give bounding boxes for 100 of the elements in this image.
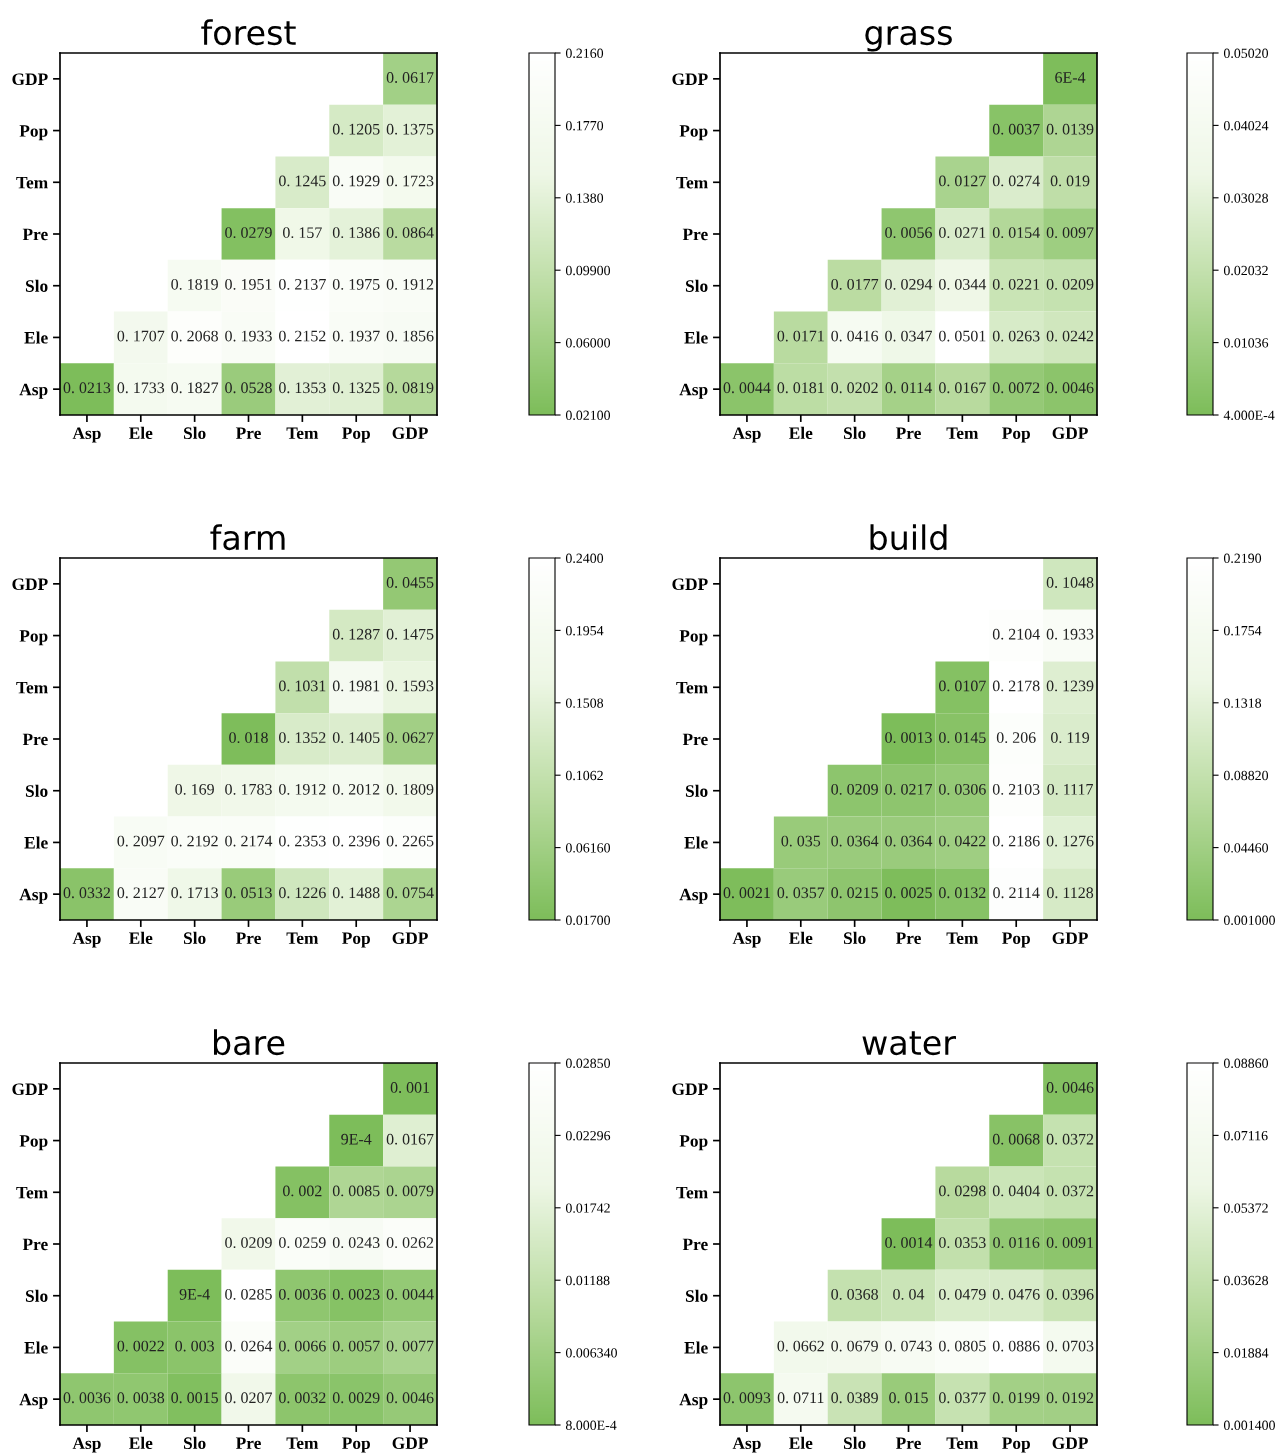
y-tick-label: Tem [676, 1186, 708, 1199]
data-label: 0. 0377 [939, 1392, 986, 1404]
x-tick-label: Pre [235, 1437, 261, 1450]
data-label: 0. 0014 [885, 1237, 933, 1249]
data-label: 0. 119 [1051, 732, 1090, 744]
data-label: 0. 206 [996, 732, 1036, 744]
data-label: 0. 0513 [225, 887, 272, 899]
color-bar-label: 0.08820 [1223, 770, 1269, 781]
data-label: 0. 0617 [386, 72, 434, 83]
data-label: 0. 1933 [1046, 628, 1094, 640]
y-tick-label: Pop [19, 630, 48, 646]
x-tick-label: Pop [342, 932, 370, 948]
data-label: 0. 0886 [992, 1340, 1040, 1352]
data-label: 0. 0192 [1046, 1392, 1094, 1404]
data-label: 0. 0022 [117, 1340, 164, 1352]
x-tick-label: Pop [342, 1437, 370, 1453]
data-label: 0. 0046 [1046, 1082, 1094, 1093]
data-label: 0. 1713 [171, 887, 218, 899]
color-bar-label: 0.1754 [1223, 625, 1262, 636]
data-label: 0. 0274 [992, 175, 1040, 187]
data-label: 0. 2104 [992, 628, 1040, 640]
y-tick-label: Pre [682, 228, 708, 241]
data-label: 0. 0262 [386, 1237, 434, 1249]
y-tick-label: Slo [685, 279, 708, 292]
data-label: 0. 0207 [225, 1392, 272, 1404]
data-label: 0. 0422 [939, 835, 986, 847]
color-bar-label: 0.1508 [565, 698, 604, 708]
y-tick-label: Asp [679, 383, 708, 399]
y-tick-label: Ele [24, 836, 48, 849]
data-label: 0. 0627 [386, 732, 434, 744]
y-tick-label: Ele [24, 331, 48, 344]
data-label: 0. 0819 [386, 382, 434, 394]
data-label: 0. 2265 [386, 835, 434, 847]
data-label: 0. 2068 [171, 330, 218, 342]
x-tick-label: Slo [183, 931, 206, 945]
data-label: 0. 0285 [225, 1288, 272, 1300]
data-label: 0. 2192 [171, 835, 218, 847]
data-label: 0. 0864 [386, 227, 434, 239]
data-label: 0. 0805 [939, 1340, 986, 1352]
y-tick-label: Tem [16, 1186, 48, 1199]
data-label: 0. 169 [175, 783, 214, 795]
y-tick-label: Asp [19, 1393, 48, 1409]
data-label: 0. 2186 [992, 835, 1040, 847]
y-tick-label: Pre [22, 733, 48, 746]
color-bar-label: 0.02296 [565, 1130, 611, 1141]
data-label: 0. 003 [175, 1340, 214, 1352]
data-label: 0. 0294 [885, 278, 933, 290]
data-label: 0. 1937 [332, 330, 380, 342]
data-label: 0. 0279 [225, 227, 272, 239]
color-bar-label: 0.03628 [1223, 1275, 1269, 1286]
x-tick-label: Tem [286, 1437, 319, 1450]
data-label: 0. 1819 [171, 278, 218, 290]
chart-title: bare [214, 1029, 285, 1056]
x-tick-label: Slo [183, 1436, 206, 1450]
data-label: 0. 1856 [386, 330, 434, 342]
data-label: 0. 1353 [279, 382, 326, 394]
y-tick-label: Pop [19, 125, 48, 141]
y-tick-label: Ele [684, 331, 708, 344]
data-label: 0. 0372 [1046, 1185, 1094, 1197]
data-label: 0. 0243 [332, 1237, 380, 1249]
data-label: 0. 0662 [777, 1340, 824, 1352]
x-tick-label: Pop [1002, 932, 1030, 948]
data-label: 0. 0306 [939, 783, 986, 795]
y-tick-label: Pre [682, 733, 708, 746]
color-bar-label: 0.001000 [1223, 915, 1275, 926]
data-label: 9E-4 [341, 1133, 372, 1145]
data-label: 0. 0455 [386, 577, 434, 588]
data-label: 0. 0079 [386, 1185, 434, 1197]
x-tick-label: Ele [789, 931, 813, 945]
y-tick-label: Pop [679, 1135, 708, 1151]
data-label: 0. 0154 [992, 227, 1040, 239]
x-tick-label: Asp [72, 427, 101, 443]
data-label: 0. 1707 [117, 330, 165, 342]
data-label: 0. 0389 [831, 1392, 878, 1404]
x-tick-label: GDP [392, 1437, 428, 1450]
y-tick-label: GDP [672, 578, 708, 591]
color-bar-label: 4.000E-4 [1223, 410, 1275, 421]
data-label: 0. 2012 [332, 783, 380, 795]
data-label: 0. 0213 [63, 382, 111, 394]
data-label: 0. 0372 [1046, 1133, 1094, 1145]
data-label: 0. 0221 [992, 278, 1040, 290]
y-tick-label: Pre [22, 1238, 48, 1251]
data-label: 0. 0199 [992, 1392, 1040, 1404]
data-label: 0. 1031 [279, 680, 326, 692]
y-tick-label: Slo [25, 1289, 48, 1302]
color-bar-label: 0.01188 [565, 1275, 610, 1286]
data-label: 0. 0046 [386, 1392, 434, 1404]
data-label: 0. 0046 [1046, 382, 1094, 394]
color-bar-label: 0.06160 [565, 843, 611, 853]
y-tick-label: Ele [684, 836, 708, 849]
data-label: 0. 0404 [992, 1185, 1040, 1197]
data-label: 0. 2174 [225, 835, 273, 847]
data-label: 0. 1975 [332, 278, 380, 290]
data-label: 0. 0145 [939, 732, 986, 744]
x-tick-label: Pre [895, 932, 921, 945]
data-label: 0. 1276 [1046, 835, 1094, 847]
y-tick-label: Tem [16, 681, 48, 694]
x-tick-label: Pop [1002, 1437, 1030, 1453]
data-label: 0. 1405 [332, 732, 380, 744]
data-label: 0. 0217 [885, 783, 932, 795]
